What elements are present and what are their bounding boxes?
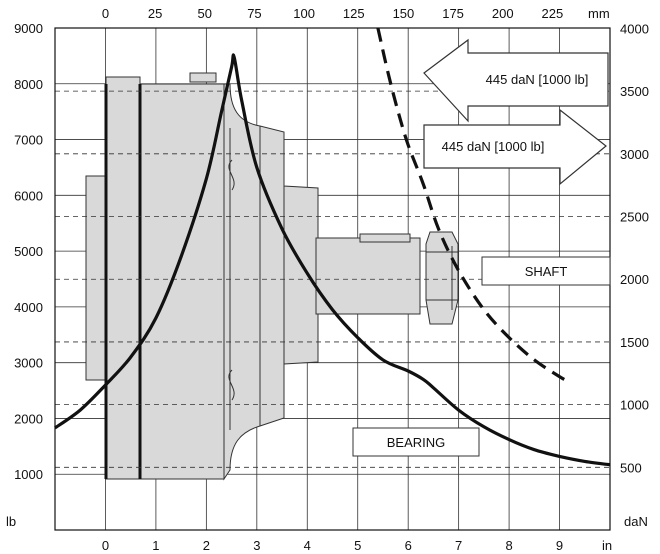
y-right-unit: daN <box>624 514 648 529</box>
series <box>54 27 611 467</box>
y-left-tick-label: 8000 <box>14 77 43 92</box>
y-right-tick-label: 1000 <box>620 398 649 413</box>
y-left-tick-label: 6000 <box>14 188 43 203</box>
arrow-right-shape <box>423 108 607 186</box>
y-right-tick-label: 500 <box>620 460 642 475</box>
x-bottom-tick-label: 1 <box>152 538 159 553</box>
arrow-right: 445 daN [1000 lb] <box>423 108 607 186</box>
y-left-tick-label: 7000 <box>14 133 43 148</box>
arrow-left: 445 daN [1000 lb] <box>423 38 609 123</box>
x-bottom-tick-label: 4 <box>304 538 311 553</box>
x-top-tick-label: 75 <box>247 6 261 21</box>
x-bottom-tick-label: 8 <box>505 538 512 553</box>
y-right-tick-label: 3500 <box>620 84 649 99</box>
series-shaft-line <box>376 27 571 384</box>
x-bottom-unit: in <box>602 538 612 553</box>
x-top-tick-label: 150 <box>393 6 415 21</box>
arrow-left-shape <box>423 38 609 123</box>
y-left-tick-label: 4000 <box>14 300 43 315</box>
bearing-label: BEARING <box>387 435 446 450</box>
x-top-tick-label: 175 <box>442 6 464 21</box>
y-right-tick-label: 3000 <box>620 147 649 162</box>
y-right-tick-label: 2000 <box>620 272 649 287</box>
x-bottom-tick-label: 0 <box>102 538 109 553</box>
x-bottom-tick-label: 5 <box>354 538 361 553</box>
x-top-tick-label: 125 <box>343 6 365 21</box>
flange-bold-bands <box>104 84 142 479</box>
axes: 100020003000400050006000700080009000lb50… <box>6 6 649 553</box>
shaft-label-frame <box>481 256 611 286</box>
x-bottom-tick-label: 9 <box>556 538 563 553</box>
x-top-tick-label: 25 <box>148 6 162 21</box>
shaft-label-box: SHAFT <box>481 256 611 286</box>
annotations: 445 daN [1000 lb] 445 daN [1000 lb] SHAF… <box>352 38 611 457</box>
x-top-unit: mm <box>588 6 610 21</box>
x-top-tick-label: 200 <box>492 6 514 21</box>
arrow-right-label: 445 daN [1000 lb] <box>442 139 545 154</box>
shaft-label: SHAFT <box>525 264 568 279</box>
y-right-tick-label: 1500 <box>620 335 649 350</box>
bearing-illustration <box>85 72 459 481</box>
x-top-tick-label: 0 <box>102 6 109 21</box>
y-left-tick-label: 3000 <box>14 356 43 371</box>
y-left-unit: lb <box>6 514 16 529</box>
y-left-tick-label: 1000 <box>14 467 43 482</box>
x-bottom-tick-label: 3 <box>253 538 260 553</box>
x-top-tick-label: 100 <box>293 6 315 21</box>
x-top-tick-label: 50 <box>198 6 212 21</box>
y-right-tick-label: 2500 <box>620 210 649 225</box>
bearing-label-box: BEARING <box>352 427 480 457</box>
series-bearing-line <box>54 53 611 467</box>
bearing-label-frame <box>352 427 480 457</box>
x-bottom-tick-label: 6 <box>405 538 412 553</box>
y-left-tick-label: 2000 <box>14 411 43 426</box>
x-bottom-tick-label: 7 <box>455 538 462 553</box>
y-left-tick-label: 5000 <box>14 244 43 259</box>
flange-illustration <box>85 72 459 481</box>
arrow-left-label: 445 daN [1000 lb] <box>486 72 589 87</box>
y-left-tick-label: 9000 <box>14 21 43 36</box>
y-right-tick-label: 4000 <box>620 21 649 36</box>
x-bottom-tick-label: 2 <box>203 538 210 553</box>
x-top-tick-label: 225 <box>542 6 564 21</box>
